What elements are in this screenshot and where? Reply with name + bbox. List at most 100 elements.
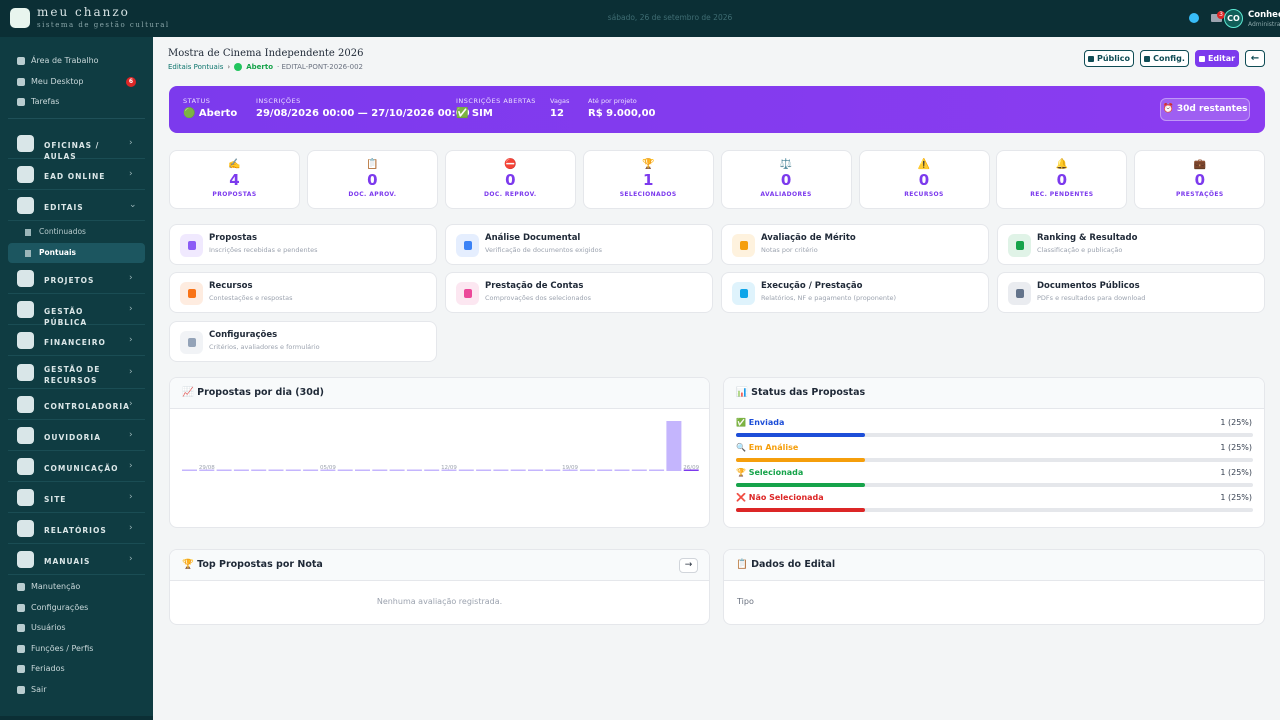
chevron: ›: [129, 554, 133, 564]
module-desc: Classificação e publicação: [1037, 246, 1123, 254]
nav-group[interactable]: CONTROLADORIA ›: [8, 390, 145, 420]
arrow-button[interactable]: →: [679, 558, 698, 573]
stat-value: 0: [918, 171, 930, 189]
status-panel: 📊 Status das Propostas ✅ Enviada 1 (25%) 🔍 …: [723, 377, 1265, 528]
module-card[interactable]: Análise Documental Verificação de documen…: [445, 224, 713, 265]
module-card[interactable]: Documentos Públicos PDFs e resultados par…: [997, 272, 1265, 314]
module-card[interactable]: Avaliação de Mérito Notas por critério: [721, 224, 989, 265]
panel-header: 📈 Propostas por dia (30d): [170, 378, 709, 409]
bar: [579, 469, 595, 471]
module-title: Recursos: [209, 281, 253, 292]
nav-group[interactable]: EAD ONLINE ›: [8, 160, 145, 190]
module-card[interactable]: Recursos Contestações e respostas: [169, 272, 437, 314]
nav-group[interactable]: OUVIDORIA ›: [8, 421, 145, 451]
back-button[interactable]: ←: [1245, 50, 1265, 67]
mail-icon[interactable]: [1211, 14, 1222, 22]
breadcrumb-code: · EDITAL-PONT-2026-002: [277, 63, 364, 71]
button-icon: [1198, 55, 1205, 62]
module-card[interactable]: Execução / Prestação Relatórios, NF e pag…: [721, 272, 989, 314]
breadcrumb-link[interactable]: Editais Pontuais: [168, 63, 224, 71]
stat-value: 1: [642, 171, 654, 189]
module-icon: [180, 282, 203, 306]
module-desc: Comprovações dos selecionados: [485, 294, 592, 303]
stat-value: 0: [505, 171, 516, 189]
nav-label: Manutenção: [31, 582, 81, 591]
progress-bar: [736, 483, 866, 487]
nav-group[interactable]: GESTÃO DE RECURSOS ›: [8, 357, 145, 389]
button-icon: [1144, 55, 1151, 62]
top-panel: 🏆 Top Propostas por Nota → Nenhuma avaliaç…: [169, 549, 710, 625]
panel-title: 📊 Status das Propostas: [736, 387, 866, 398]
module-card[interactable]: Ranking & Resultado Classificação e publi…: [997, 224, 1265, 265]
module-title: Execução / Prestação: [761, 281, 863, 292]
stat-icon: ⛔: [504, 159, 517, 170]
group-icon: [17, 427, 34, 444]
stat-icon: ⚖️: [779, 159, 793, 170]
sub-icon: [25, 250, 31, 257]
module-glyph: [188, 241, 196, 250]
sub-icon: [25, 229, 31, 236]
countdown: ⏰ 30d restantes: [1160, 98, 1250, 121]
module-card[interactable]: Configurações Critérios, avaliadores e fo…: [169, 320, 437, 362]
module-glyph: [188, 289, 196, 299]
group-label: PROJETOS: [44, 276, 95, 285]
nav-item[interactable]: Configurações: [0, 599, 153, 617]
nav-item[interactable]: Funções / Perfis: [0, 640, 153, 658]
banner-value: 🟢 Aberto: [183, 108, 238, 119]
nav-item[interactable]: Sair: [0, 681, 153, 699]
module-desc: Verificação de documentos exigidos: [485, 246, 603, 254]
stat-card: ⛔ 0 DOC. REPROV.: [444, 150, 576, 209]
bar: [251, 469, 267, 471]
button[interactable]: Config.: [1140, 50, 1189, 67]
nav-icon: [17, 644, 25, 653]
nav-group[interactable]: FINANCEIRO ›: [8, 326, 145, 356]
status-value: 1 (25%): [1220, 418, 1252, 427]
stat-label: PROPOSTAS: [212, 191, 257, 198]
button[interactable]: Público: [1084, 50, 1134, 67]
nav-group[interactable]: COMUNICAÇÃO ›: [8, 452, 145, 482]
nav-icon: [17, 603, 25, 612]
nav-subitem[interactable]: Pontuais: [8, 243, 145, 263]
x-tick-label: 19/09: [562, 465, 578, 471]
sub-label: Continuados: [39, 227, 86, 236]
nav-item[interactable]: Meu Desktop 6: [0, 73, 153, 91]
brand: meu chanzo: [37, 5, 130, 19]
nav-item[interactable]: Feriados: [0, 660, 153, 678]
nav-group[interactable]: PROJETOS ›: [8, 264, 145, 294]
nav-icon: [17, 583, 25, 591]
bar: [649, 469, 665, 471]
nav-group[interactable]: RELATÓRIOS ›: [8, 514, 145, 544]
module-card[interactable]: Propostas Inscrições recebidas e pendente…: [169, 224, 437, 265]
nav-item[interactable]: Manutenção: [0, 578, 153, 596]
nav-label: Funções / Perfis: [31, 643, 94, 653]
nav-item[interactable]: Tarefas: [0, 93, 153, 111]
bar: [268, 469, 284, 471]
status-label: ✅ Enviada: [736, 418, 785, 427]
bar: [285, 469, 301, 471]
nav-item[interactable]: Área de Trabalho: [0, 52, 153, 70]
nav-item[interactable]: Usuários: [0, 619, 153, 637]
empty-message: Nenhuma avaliação registrada.: [376, 597, 503, 606]
check-icon[interactable]: [1189, 13, 1199, 23]
banner-label: Até por projeto: [588, 97, 637, 105]
nav-group[interactable]: GESTÃO PÚBLICA ›: [8, 295, 145, 327]
status-value: 1 (25%): [1220, 468, 1252, 477]
module-glyph: [740, 289, 748, 299]
nav-group[interactable]: SITE ›: [8, 483, 145, 513]
avatar[interactable]: CO: [1224, 9, 1243, 28]
module-title: Documentos Públicos: [1037, 281, 1140, 292]
nav-group[interactable]: OFICINAS / AULAS ›: [8, 129, 145, 161]
module-desc: PDFs e resultados para download: [1037, 294, 1146, 303]
module-card[interactable]: Prestação de Contas Comprovações dos sele…: [445, 272, 713, 314]
nav-label: Configurações: [31, 602, 89, 612]
nav-label: Tarefas: [31, 97, 60, 107]
button[interactable]: Editar: [1195, 50, 1239, 67]
stat-label: RECURSOS: [904, 191, 944, 198]
bar: [528, 469, 543, 471]
chevron: ›: [129, 273, 133, 283]
nav-group[interactable]: EDITAIS ⌄: [8, 191, 145, 221]
stat-value: 0: [367, 171, 378, 189]
nav-group[interactable]: MANUAIS ›: [8, 545, 145, 575]
stat-value: 0: [1194, 171, 1206, 189]
nav-subitem[interactable]: Continuados: [8, 222, 145, 242]
